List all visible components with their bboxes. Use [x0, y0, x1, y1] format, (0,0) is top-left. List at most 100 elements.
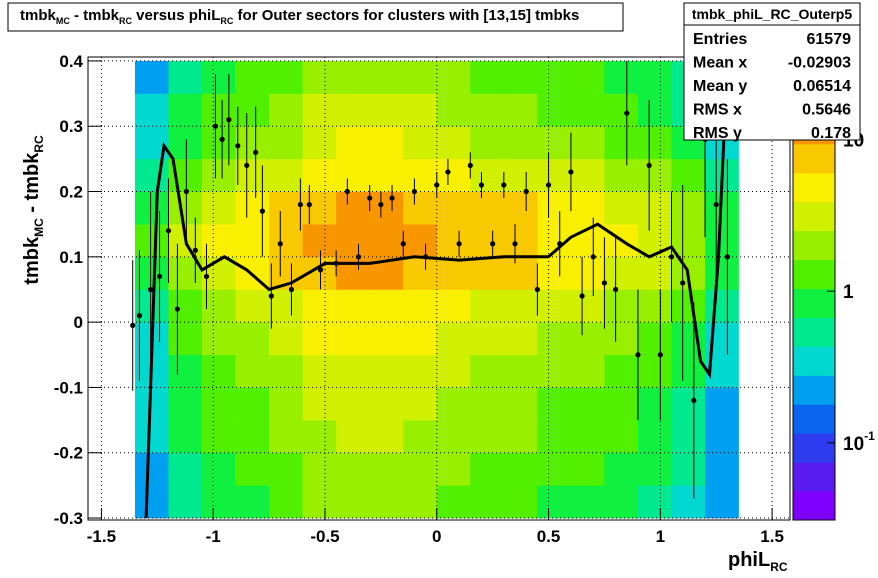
palette-step — [793, 230, 835, 261]
z-tick-label: 1 — [843, 282, 854, 303]
cell — [235, 158, 270, 192]
cell — [168, 60, 203, 94]
palette-step — [793, 462, 835, 492]
y-tick-label: 0.3 — [59, 117, 83, 136]
profile-point — [400, 241, 406, 247]
profile-point — [378, 201, 384, 208]
stats-key: RMS y — [693, 125, 742, 142]
cell — [302, 158, 337, 192]
cell — [235, 485, 270, 519]
cell — [134, 191, 169, 225]
profile-point — [226, 117, 232, 123]
cell — [134, 224, 169, 258]
cell — [436, 126, 471, 160]
cell — [671, 191, 706, 225]
cell — [604, 485, 639, 519]
cell — [637, 420, 672, 454]
cell — [403, 191, 438, 225]
y-tick-label: -0.2 — [54, 444, 83, 463]
cell — [637, 322, 672, 356]
cell — [369, 354, 404, 388]
cell — [503, 452, 538, 486]
cell — [537, 420, 572, 454]
cell — [570, 322, 605, 356]
cell — [336, 420, 370, 454]
cell — [168, 387, 203, 421]
stats-value: 0.5646 — [802, 102, 851, 119]
cell — [202, 191, 236, 225]
stats-value: -0.02903 — [788, 55, 851, 72]
cell — [235, 60, 270, 94]
cell — [369, 452, 404, 486]
cell — [369, 93, 404, 127]
cell — [202, 126, 236, 160]
cell — [470, 452, 505, 486]
cell — [235, 387, 270, 421]
cell — [235, 93, 270, 127]
y-tick-label: -0.3 — [54, 509, 83, 528]
profile — [130, 57, 731, 499]
cell — [369, 420, 404, 454]
y-tick-label: -0.1 — [54, 378, 83, 397]
z-tick-base: 10 — [843, 434, 864, 455]
cell — [202, 387, 236, 421]
cell — [336, 191, 370, 225]
x-tick-label: -0.5 — [310, 527, 339, 546]
cell — [503, 322, 538, 356]
y-axis-label-part: RC — [32, 135, 46, 153]
cell — [168, 126, 203, 160]
cell — [302, 60, 337, 94]
cell — [436, 452, 471, 486]
stats-value: 61579 — [807, 31, 852, 48]
cell — [470, 354, 505, 388]
cell — [369, 126, 404, 160]
cell — [570, 60, 605, 94]
z-tick-label: 10-1 — [843, 429, 875, 455]
profile-point — [253, 149, 259, 155]
cell — [235, 322, 270, 356]
profile-point — [235, 143, 241, 149]
profile-point — [156, 273, 163, 280]
cell — [403, 158, 438, 192]
cell — [168, 420, 203, 454]
cell — [503, 387, 538, 421]
stats-value: 0.178 — [811, 125, 851, 142]
stats-box — [683, 2, 861, 141]
cell — [235, 224, 270, 258]
y-tick-label: 0 — [74, 313, 83, 332]
cell — [336, 126, 370, 160]
stats-key: RMS x — [693, 102, 742, 119]
palette-step — [793, 259, 835, 289]
cell — [403, 387, 438, 421]
cell — [336, 387, 370, 421]
cell — [202, 322, 236, 356]
cell — [503, 289, 538, 323]
cell — [134, 420, 169, 454]
cell — [302, 387, 337, 421]
cell — [403, 60, 438, 94]
profile-point — [635, 352, 641, 358]
cell — [705, 452, 739, 486]
profile-point — [136, 313, 143, 319]
cell — [202, 452, 236, 486]
palette-step — [793, 346, 835, 376]
cell — [369, 322, 404, 356]
cell — [671, 224, 706, 258]
cell — [168, 452, 203, 486]
cell — [537, 289, 572, 323]
profile-point — [445, 169, 451, 175]
profile-point — [306, 201, 312, 208]
cell — [436, 354, 471, 388]
profile-point — [713, 201, 719, 208]
cell — [403, 224, 438, 258]
cell — [235, 354, 270, 388]
profile-point — [389, 195, 395, 201]
cell — [134, 60, 169, 94]
profile-point — [212, 123, 219, 129]
profile-point — [288, 286, 295, 293]
palette-step — [793, 317, 835, 347]
y-axis-label-part: MC — [32, 218, 46, 237]
cell — [470, 191, 505, 225]
cell — [570, 420, 605, 454]
